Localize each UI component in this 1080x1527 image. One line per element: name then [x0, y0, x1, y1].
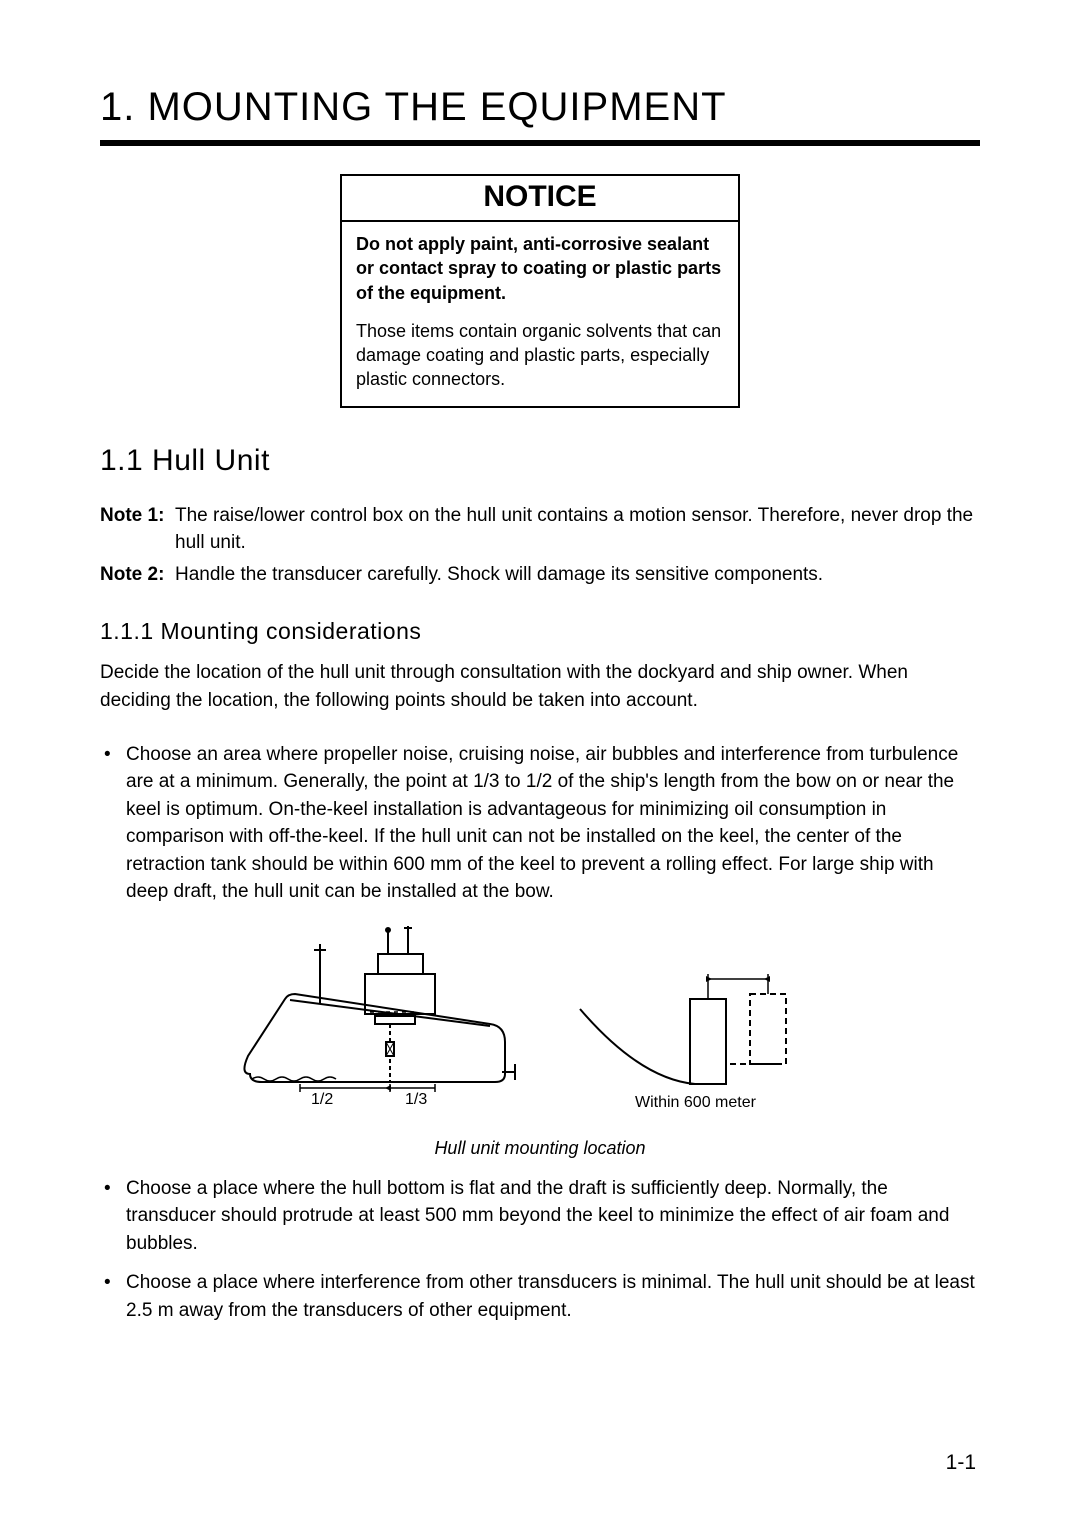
bullet-text: Choose an area where propeller noise, cr… — [126, 741, 980, 906]
notice-bold-text: Do not apply paint, anti-corrosive seala… — [356, 232, 724, 305]
section-heading-1-1: 1.1 Hull Unit — [100, 444, 980, 478]
bullet-icon: • — [100, 741, 126, 906]
bullet-list: • Choose an area where propeller noise, … — [100, 741, 980, 906]
chapter-title: 1. MOUNTING THE EQUIPMENT — [100, 85, 980, 130]
chapter-number: 1. — [100, 85, 135, 129]
figure-label-half: 1/2 — [311, 1091, 333, 1109]
notice-body-text: Those items contain organic solvents tha… — [356, 319, 724, 392]
notice-box: NOTICE Do not apply paint, anti-corrosiv… — [340, 174, 740, 408]
figure-caption: Hull unit mounting location — [100, 1138, 980, 1159]
bullet-list-2: • Choose a place where the hull bottom i… — [100, 1175, 980, 1325]
bullet-icon: • — [100, 1175, 126, 1258]
note-2-text: Handle the transducer carefully. Shock w… — [175, 561, 980, 589]
list-item: • Choose an area where propeller noise, … — [100, 741, 980, 906]
figure-label-third: 1/3 — [405, 1091, 427, 1109]
bullet-text: Choose a place where interference from o… — [126, 1269, 980, 1324]
chapter-title-text: MOUNTING THE EQUIPMENT — [147, 85, 726, 129]
notes-block: Note 1: The raise/lower control box on t… — [100, 502, 980, 589]
page-number: 1-1 — [946, 1451, 976, 1475]
list-item: • Choose a place where the hull bottom i… — [100, 1175, 980, 1258]
notice-heading: NOTICE — [483, 180, 596, 213]
subsection-intro: Decide the location of the hull unit thr… — [100, 659, 980, 714]
list-item: • Choose a place where interference from… — [100, 1269, 980, 1324]
title-rule — [100, 140, 980, 146]
bullet-icon: • — [100, 1269, 126, 1324]
bullet-text: Choose a place where the hull bottom is … — [126, 1175, 980, 1258]
note-2-label: Note 2: — [100, 561, 175, 589]
figure-hull-mounting: 1/2 1/3 Within 600 meter — [230, 924, 850, 1124]
figure-label-600m: Within 600 meter — [635, 1094, 756, 1112]
note-1-label: Note 1: — [100, 502, 175, 557]
note-1-text: The raise/lower control box on the hull … — [175, 502, 980, 557]
subsection-heading-1-1-1: 1.1.1 Mounting considerations — [100, 618, 980, 645]
